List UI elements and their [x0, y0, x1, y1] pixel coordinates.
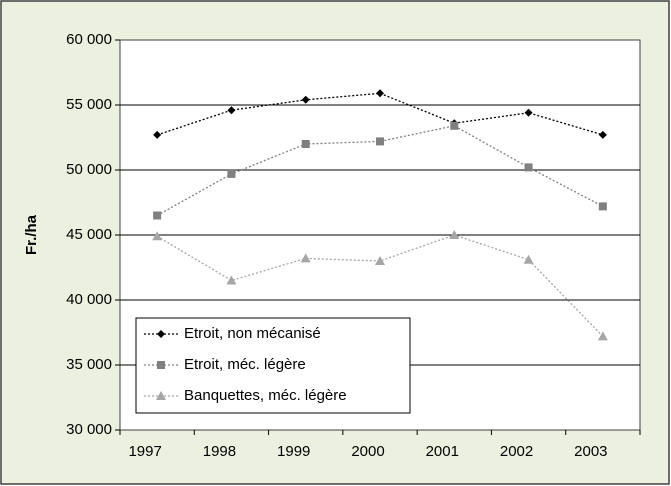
- y-tick-label: 50 000: [66, 161, 112, 178]
- y-tick-label: 45 000: [66, 226, 112, 243]
- marker: [301, 140, 310, 148]
- marker: [376, 137, 384, 146]
- y-tick-label: 35 000: [66, 356, 112, 373]
- marker: [226, 275, 237, 285]
- legend-box: [135, 317, 411, 414]
- y-tick-label: 55 000: [66, 96, 112, 113]
- marker: [598, 202, 607, 211]
- marker: [597, 331, 608, 341]
- marker: [450, 121, 459, 130]
- marker: [523, 254, 534, 264]
- x-tick-label: 2000: [351, 443, 384, 460]
- y-tick-label: 30 000: [66, 421, 112, 438]
- marker: [375, 256, 385, 265]
- marker: [227, 169, 236, 178]
- marker: [524, 163, 533, 172]
- marker: [524, 108, 533, 117]
- marker: [157, 330, 165, 338]
- marker: [227, 106, 236, 115]
- x-tick-label: 1998: [203, 443, 236, 460]
- x-tick-label: 2001: [426, 443, 459, 460]
- y-tick-label: 40 000: [66, 291, 112, 308]
- x-tick-label: 1999: [277, 443, 310, 460]
- legend-label: Etroit, non mécanisé: [184, 325, 321, 342]
- marker: [598, 130, 607, 139]
- x-tick-label: 2002: [500, 443, 533, 460]
- marker: [376, 89, 384, 98]
- marker: [153, 130, 162, 139]
- marker: [449, 230, 460, 239]
- marker: [157, 361, 165, 369]
- marker: [300, 253, 311, 263]
- marker: [152, 231, 163, 241]
- legend-label: Banquettes, méc. légère: [184, 387, 347, 404]
- y-tick-label: 60 000: [66, 31, 112, 48]
- marker: [156, 391, 166, 400]
- marker: [301, 95, 310, 104]
- x-tick-label: 1997: [128, 443, 161, 460]
- y-axis-label: Fr./ha: [23, 214, 40, 255]
- x-tick-label: 2003: [574, 443, 607, 460]
- legend-label: Etroit, méc. légère: [184, 356, 306, 373]
- marker: [153, 211, 162, 220]
